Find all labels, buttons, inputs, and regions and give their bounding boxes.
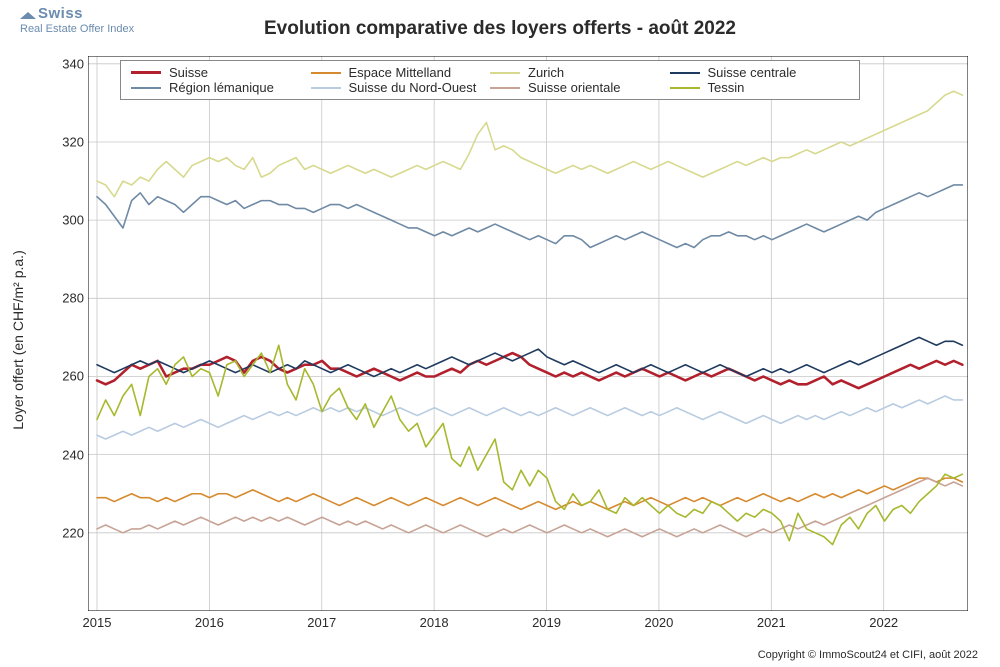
y-axis-label: Loyer offert (en CHF/m² p.a.) xyxy=(10,100,26,580)
legend-item: Suisse du Nord-Ouest xyxy=(311,80,491,95)
legend-swatch xyxy=(670,87,700,89)
legend-label: Tessin xyxy=(708,80,745,95)
legend-swatch xyxy=(490,87,520,89)
legend-item: Suisse orientale xyxy=(490,80,670,95)
x-tick-label: 2015 xyxy=(83,615,112,630)
legend-label: Zurich xyxy=(528,65,564,80)
x-tick-label: 2021 xyxy=(757,615,786,630)
legend-item: Tessin xyxy=(670,80,850,95)
x-tick-label: 2019 xyxy=(532,615,561,630)
chart-title: Evolution comparative des loyers offerts… xyxy=(0,18,1000,40)
legend-label: Suisse orientale xyxy=(528,80,621,95)
legend: Suisse Espace Mittelland Zurich Suisse cent… xyxy=(120,60,860,100)
legend-label: Suisse du Nord-Ouest xyxy=(349,80,477,95)
legend-label: Suisse xyxy=(169,65,208,80)
y-tick-label: 280 xyxy=(62,291,84,306)
legend-swatch xyxy=(131,87,161,89)
legend-item: Espace Mittelland xyxy=(311,65,491,80)
y-tick-label: 320 xyxy=(62,134,84,149)
y-tick-label: 260 xyxy=(62,369,84,384)
legend-label: Espace Mittelland xyxy=(349,65,452,80)
y-tick-label: 240 xyxy=(62,447,84,462)
legend-swatch xyxy=(670,72,700,74)
x-tick-label: 2020 xyxy=(644,615,673,630)
copyright-footer: Copyright © ImmoScout24 et CIFI, août 20… xyxy=(758,649,978,661)
y-tick-label: 340 xyxy=(62,56,84,71)
chart-canvas xyxy=(88,56,968,611)
legend-item: Suisse centrale xyxy=(670,65,850,80)
x-tick-label: 2018 xyxy=(420,615,449,630)
legend-item: Région lémanique xyxy=(131,80,311,95)
legend-label: Suisse centrale xyxy=(708,65,797,80)
legend-item: Zurich xyxy=(490,65,670,80)
y-tick-label: 220 xyxy=(62,525,84,540)
legend-swatch xyxy=(311,87,341,89)
legend-swatch xyxy=(311,72,341,74)
x-tick-label: 2016 xyxy=(195,615,224,630)
legend-swatch xyxy=(131,71,161,74)
legend-swatch xyxy=(490,72,520,74)
legend-item: Suisse xyxy=(131,65,311,80)
x-tick-label: 2017 xyxy=(307,615,336,630)
x-tick-label: 2022 xyxy=(869,615,898,630)
legend-label: Région lémanique xyxy=(169,80,274,95)
y-tick-label: 300 xyxy=(62,213,84,228)
